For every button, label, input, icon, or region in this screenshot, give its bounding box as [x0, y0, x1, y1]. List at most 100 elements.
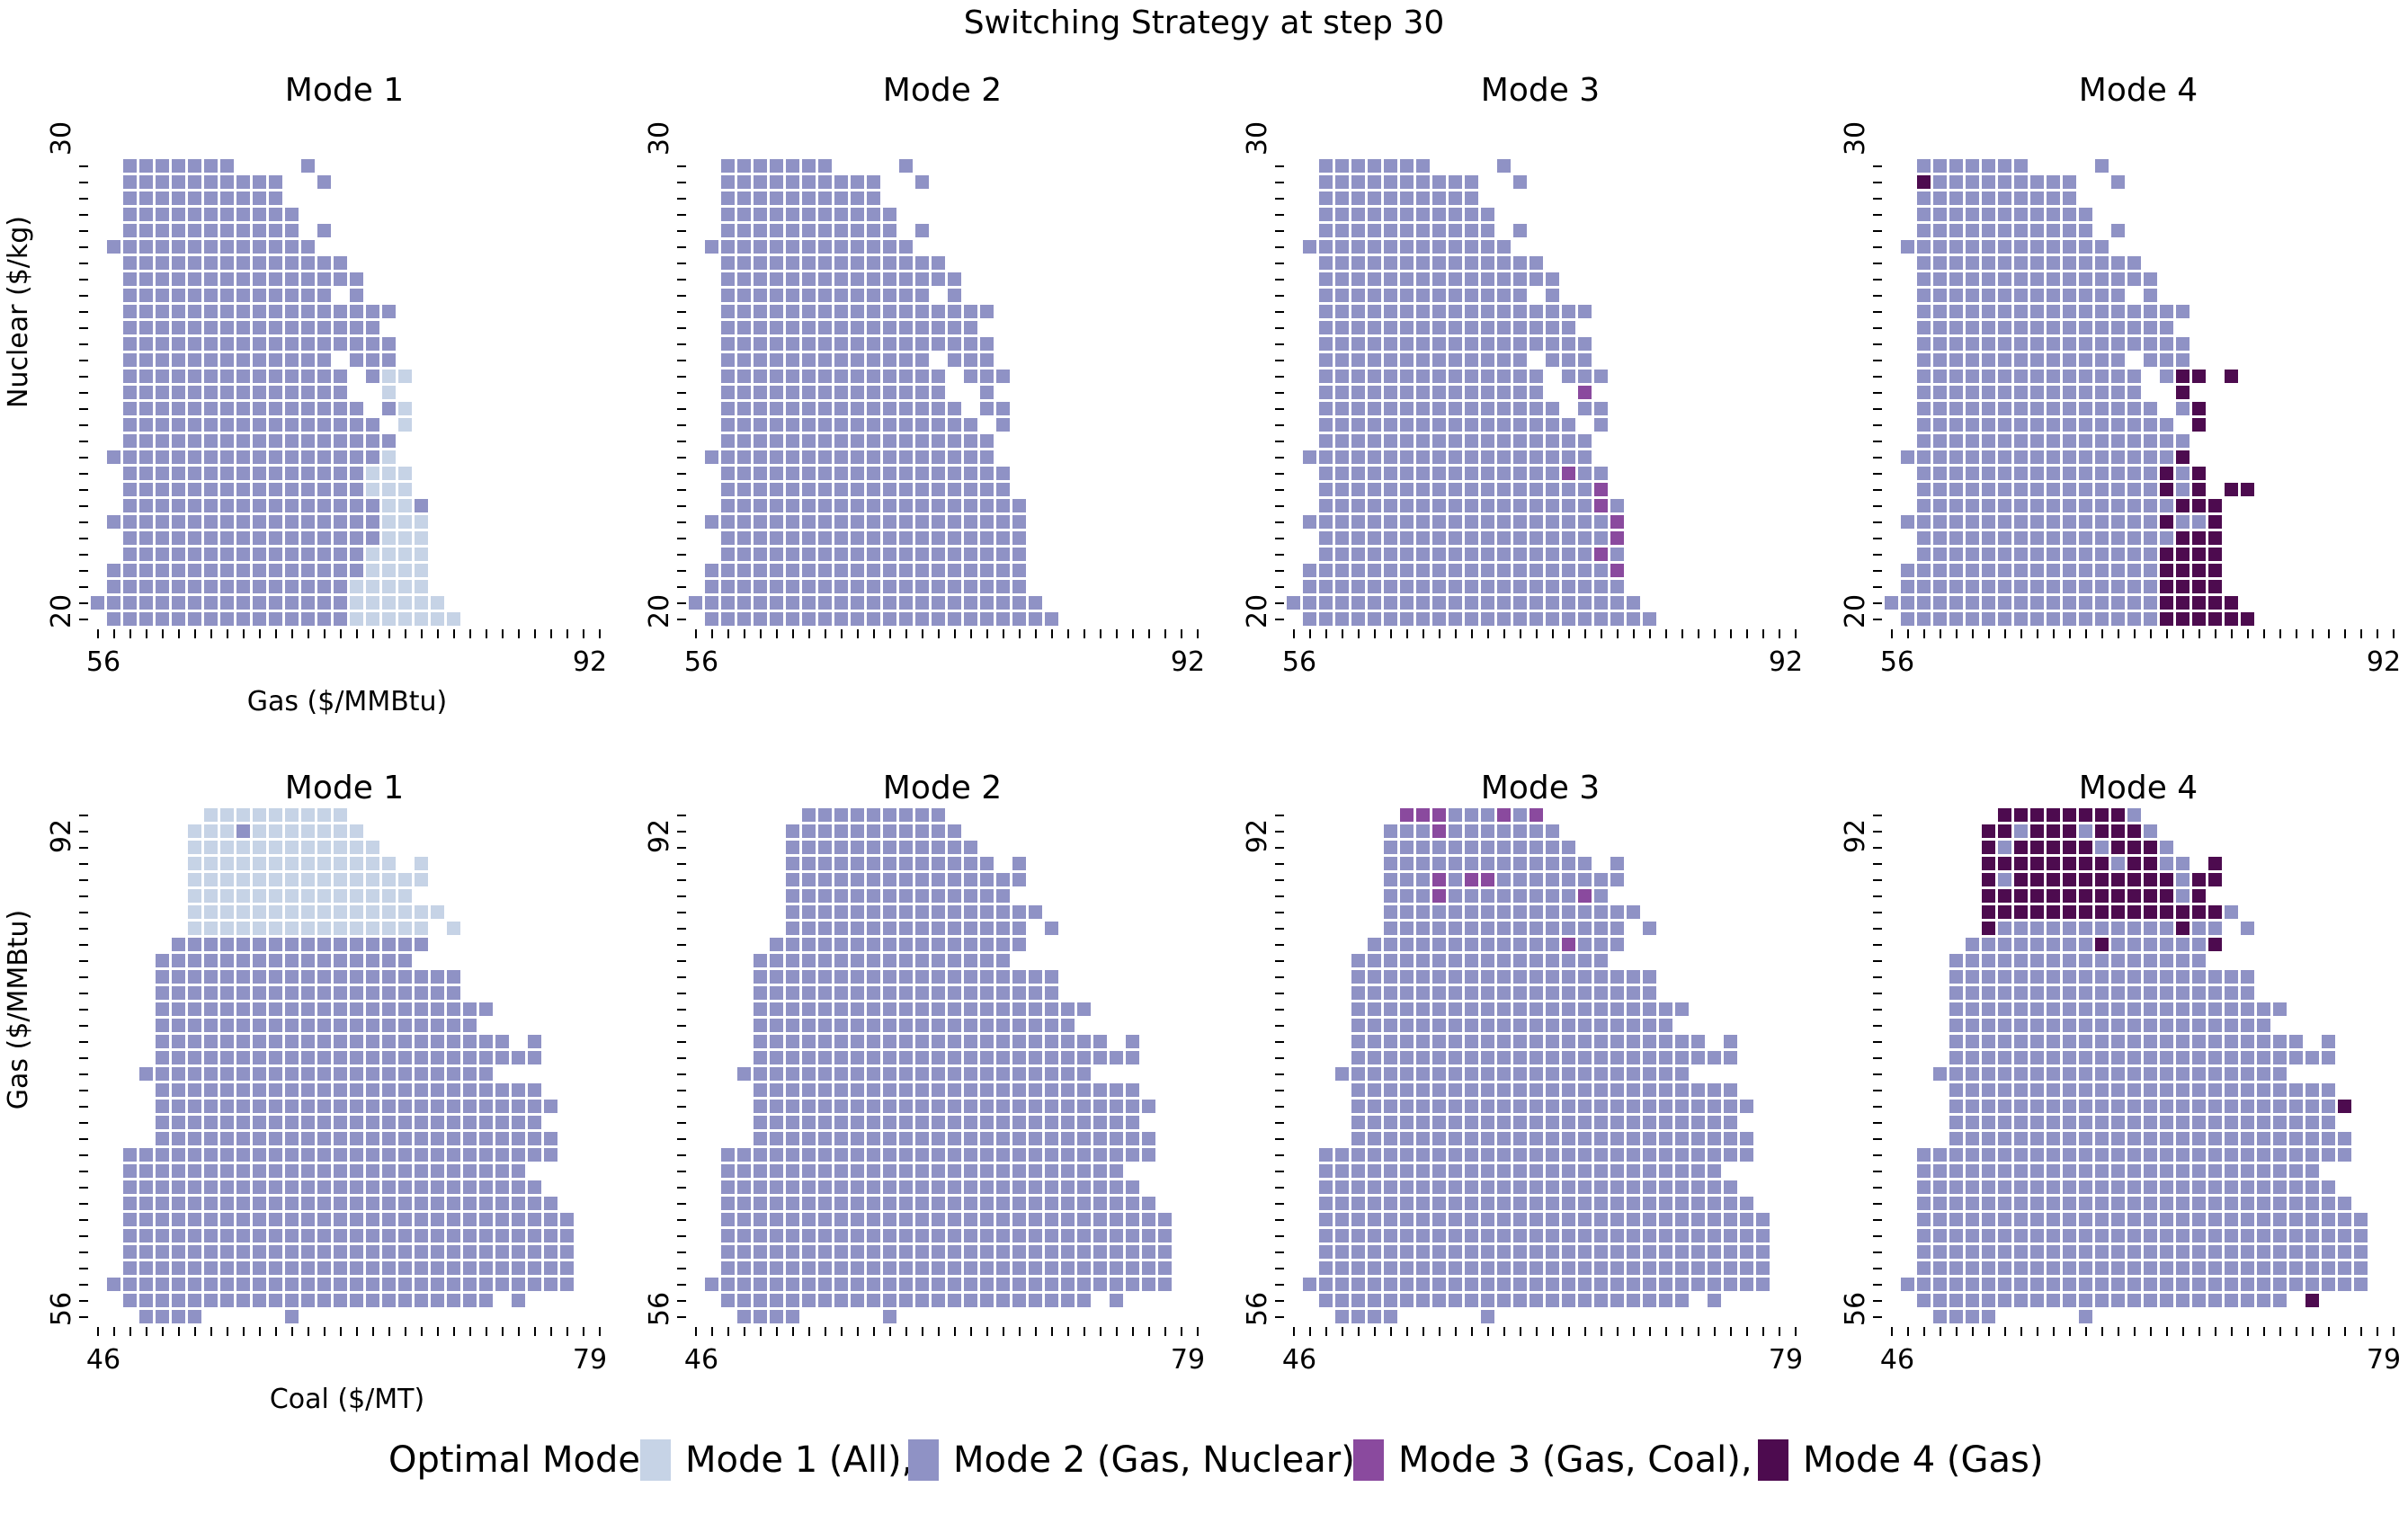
heatmap-cell	[431, 1294, 444, 1307]
heatmap-cell	[2014, 824, 2028, 838]
heatmap-cell	[2176, 1197, 2189, 1210]
heatmap-cell	[1012, 1100, 1026, 1113]
heatmap-cell	[1351, 548, 1365, 561]
heatmap-cell	[1465, 418, 1478, 432]
heatmap-cell	[350, 1002, 363, 1016]
heatmap-cell	[236, 289, 250, 302]
heatmap-cell	[236, 1261, 250, 1275]
heatmap-cell	[2160, 986, 2173, 1000]
heatmap-cell	[721, 1278, 735, 1291]
heatmap-cell	[1659, 1100, 1672, 1113]
heatmap-cell	[1966, 1148, 1979, 1162]
heatmap-cell	[1319, 596, 1333, 610]
heatmap-cell	[2192, 1278, 2206, 1291]
heatmap-cell	[1675, 1051, 1689, 1064]
heatmap-cell	[1530, 272, 1543, 286]
heatmap-cell	[899, 873, 913, 886]
heatmap-cell	[867, 986, 880, 1000]
heatmap-cell	[1335, 1310, 1349, 1323]
heatmap-cell	[366, 1148, 379, 1162]
heatmap-cell	[754, 434, 767, 448]
heatmap-cell	[1546, 612, 1559, 626]
heatmap-cell	[2305, 1213, 2319, 1226]
heatmap-cell	[1982, 467, 1995, 480]
heatmap-cell	[1012, 1164, 1026, 1178]
heatmap-cell	[1045, 1164, 1058, 1178]
heatmap-cell	[1400, 321, 1414, 334]
heatmap-cell	[964, 1132, 977, 1145]
heatmap-cell	[1578, 970, 1592, 984]
heatmap-cell	[1335, 515, 1349, 529]
heatmap-cell	[1077, 1116, 1091, 1129]
heatmap-cell	[1966, 256, 1979, 270]
heatmap-cell	[1513, 889, 1527, 903]
heatmap-cell	[447, 970, 460, 984]
heatmap-cell	[1949, 1019, 1963, 1032]
heatmap-cell	[2273, 1148, 2287, 1162]
heatmap-cell	[2079, 612, 2092, 626]
heatmap-cell	[2192, 986, 2206, 1000]
heatmap-cell	[964, 905, 977, 919]
heatmap-cell	[1675, 1180, 1689, 1194]
heatmap-cell	[2111, 224, 2125, 237]
heatmap-cell	[415, 1116, 428, 1129]
heatmap-cell	[1368, 1051, 1381, 1064]
heatmap-cell	[2047, 499, 2060, 512]
heatmap-cell	[2127, 1132, 2141, 1145]
heatmap-cell	[1982, 353, 1995, 367]
heatmap-cell	[2192, 564, 2206, 577]
heatmap-cell	[253, 386, 266, 399]
heatmap-cell	[964, 353, 977, 367]
heatmap-cell	[2111, 1051, 2125, 1064]
heatmap-cell	[1416, 321, 1430, 334]
heatmap-cell	[1933, 515, 1947, 529]
heatmap-cell	[2111, 1148, 2125, 1162]
heatmap-cell	[1416, 564, 1430, 577]
heatmap-cell	[1530, 1100, 1543, 1113]
heatmap-cell	[1708, 1164, 1721, 1178]
heatmap-cell	[382, 305, 396, 318]
heatmap-cell	[754, 612, 767, 626]
panel-title: Mode 3	[1481, 72, 1600, 109]
heatmap-cell	[1513, 1002, 1527, 1016]
heatmap-cell	[754, 1067, 767, 1081]
heatmap-cell	[2192, 467, 2206, 480]
heatmap-cell	[1012, 1245, 1026, 1259]
heatmap-cell	[1335, 596, 1349, 610]
heatmap-cell	[269, 370, 282, 383]
heatmap-cell	[269, 386, 282, 399]
heatmap-cell	[2095, 905, 2109, 919]
heatmap-cell	[172, 986, 185, 1000]
heatmap-cell	[802, 905, 816, 919]
heatmap-cell	[721, 434, 735, 448]
heatmap-cell	[2257, 1100, 2270, 1113]
heatmap-cell	[786, 1213, 799, 1226]
heatmap-cell	[123, 580, 137, 593]
axis-ticks	[79, 165, 601, 638]
heatmap-cell	[2273, 1002, 2287, 1016]
heatmap-cell	[253, 873, 266, 886]
heatmap-cell	[2079, 256, 2092, 270]
heatmap-cell	[721, 402, 735, 415]
heatmap-cell	[1513, 1180, 1527, 1194]
heatmap-cell	[1546, 1164, 1559, 1178]
heatmap-cell	[1933, 1245, 1947, 1259]
heatmap-cell	[431, 596, 444, 610]
heatmap-cell	[285, 353, 299, 367]
heatmap-cell	[1029, 905, 1042, 919]
heatmap-cell	[317, 857, 331, 870]
heatmap-cell	[1530, 970, 1543, 984]
heatmap-cell	[398, 1067, 412, 1081]
heatmap-cell	[1351, 289, 1365, 302]
heatmap-cell	[334, 1213, 347, 1226]
heatmap-cell	[220, 240, 234, 254]
heatmap-cell	[2160, 873, 2173, 886]
heatmap-cell	[786, 1245, 799, 1259]
heatmap-cell	[1691, 1100, 1705, 1113]
heatmap-cell	[253, 824, 266, 838]
heatmap-cell	[253, 175, 266, 189]
heatmap-cell	[2241, 1148, 2254, 1162]
heatmap-cell	[2176, 450, 2189, 464]
heatmap-cell	[220, 515, 234, 529]
heatmap-cell	[463, 1180, 477, 1194]
